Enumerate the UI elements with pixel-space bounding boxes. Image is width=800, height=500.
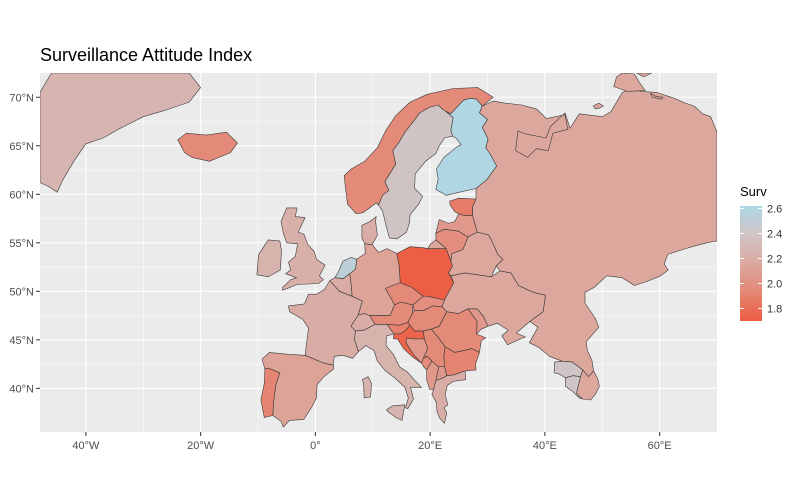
map-title: Surveillance Attitude Index <box>40 45 253 65</box>
region-denmark <box>361 216 378 245</box>
legend-break-label: 2.4 <box>767 229 782 241</box>
region-norway <box>343 87 494 214</box>
region-ireland <box>256 239 282 278</box>
y-tick-label: 60°N <box>9 189 34 201</box>
region-russia <box>472 88 717 378</box>
x-tick-label: 20°W <box>187 440 215 452</box>
region-novaya-zemlya-north <box>636 73 652 78</box>
y-axis: 70°N 65°N 60°N 55°N 50°N 45°N 40°N <box>9 92 40 395</box>
legend-break-label: 1.8 <box>767 304 782 316</box>
region-sicily <box>386 404 406 421</box>
region-kolguyev <box>592 102 604 110</box>
x-tick-label: 60°E <box>648 440 672 452</box>
legend-break-label: 2.6 <box>767 204 782 216</box>
y-tick-label: 45°N <box>9 335 34 347</box>
legend: Surv 2.6 2.4 2.2 2.0 1.8 <box>740 184 782 321</box>
x-tick-label: 20°E <box>418 440 442 452</box>
region-vaygach <box>650 93 664 100</box>
x-tick-label: 40°E <box>533 440 557 452</box>
x-axis: 40°W 20°W 0° 20°E 40°E 60°E <box>72 432 672 452</box>
region-greenland <box>40 73 201 193</box>
y-tick-label: 40°N <box>9 383 34 395</box>
legend-break-label: 2.0 <box>767 279 782 291</box>
region-iceland <box>177 131 238 162</box>
y-tick-label: 65°N <box>9 141 34 153</box>
region-novaya-zemlya-south <box>613 73 646 92</box>
y-tick-label: 70°N <box>9 92 34 104</box>
legend-colorbar <box>740 206 762 321</box>
x-tick-label: 40°W <box>72 440 100 452</box>
legend-break-label: 2.2 <box>767 254 782 266</box>
region-uk <box>280 207 326 291</box>
region-austria <box>369 301 414 326</box>
region-armenia <box>565 375 583 400</box>
region-russia-kaliningrad <box>427 239 447 249</box>
legend-title: Surv <box>740 184 767 199</box>
y-tick-label: 50°N <box>9 286 34 298</box>
y-tick-label: 55°N <box>9 238 34 250</box>
region-sardinia <box>362 376 372 399</box>
x-tick-label: 0° <box>310 440 321 452</box>
regions <box>40 73 717 428</box>
